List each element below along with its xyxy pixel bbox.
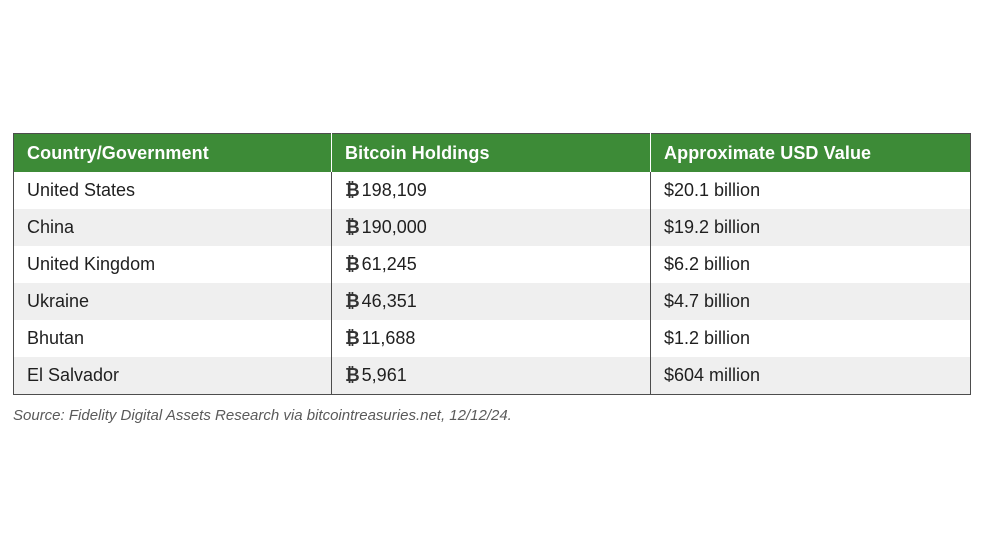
cell-country: Bhutan — [13, 320, 332, 357]
header-row: Country/Government Bitcoin Holdings Appr… — [13, 133, 971, 172]
cell-usd-value: $1.2 billion — [650, 320, 971, 357]
source-note: Source: Fidelity Digital Assets Research… — [13, 407, 512, 424]
cell-bitcoin-holdings: ₿ 5,961 — [331, 357, 651, 395]
header-usd-value: Approximate USD Value — [650, 133, 971, 172]
cell-bitcoin-holdings: ₿ 46,351 — [331, 283, 651, 320]
cell-usd-value: $604 million — [650, 357, 971, 395]
table-header: Country/Government Bitcoin Holdings Appr… — [13, 133, 971, 172]
cell-usd-value: $19.2 billion — [650, 209, 971, 246]
bitcoin-symbol-icon: ₿ — [345, 328, 360, 348]
cell-country: China — [13, 209, 332, 246]
holdings-amount: 190,000 — [361, 217, 427, 237]
bitcoin-holdings-table: Country/Government Bitcoin Holdings Appr… — [13, 133, 971, 395]
table-row: United Kingdom ₿ 61,245 $6.2 billion — [13, 246, 971, 283]
table-row: Bhutan ₿ 11,688 $1.2 billion — [13, 320, 971, 357]
table-row: Ukraine ₿ 46,351 $4.7 billion — [13, 283, 971, 320]
cell-country: United Kingdom — [13, 246, 332, 283]
bitcoin-symbol-icon: ₿ — [345, 254, 360, 274]
cell-usd-value: $20.1 billion — [650, 172, 971, 209]
holdings-amount: 198,109 — [361, 180, 427, 200]
bitcoin-symbol-icon: ₿ — [345, 180, 360, 200]
bitcoin-symbol-icon: ₿ — [345, 217, 360, 237]
table-row: El Salvador ₿ 5,961 $604 million — [13, 357, 971, 395]
bitcoin-symbol-icon: ₿ — [345, 365, 360, 385]
table-row: United States ₿ 198,109 $20.1 billion — [13, 172, 971, 209]
header-country: Country/Government — [13, 133, 332, 172]
holdings-amount: 46,351 — [361, 291, 417, 311]
header-bitcoin-holdings: Bitcoin Holdings — [331, 133, 651, 172]
cell-bitcoin-holdings: ₿ 190,000 — [331, 209, 651, 246]
cell-country: El Salvador — [13, 357, 332, 395]
cell-bitcoin-holdings: ₿ 11,688 — [331, 320, 651, 357]
cell-country: Ukraine — [13, 283, 332, 320]
cell-usd-value: $6.2 billion — [650, 246, 971, 283]
cell-bitcoin-holdings: ₿ 198,109 — [331, 172, 651, 209]
table-row: China ₿ 190,000 $19.2 billion — [13, 209, 971, 246]
holdings-amount: 5,961 — [361, 365, 407, 385]
table-body: United States ₿ 198,109 $20.1 billion China ₿… — [13, 172, 971, 395]
cell-usd-value: $4.7 billion — [650, 283, 971, 320]
cell-bitcoin-holdings: ₿ 61,245 — [331, 246, 651, 283]
bitcoin-symbol-icon: ₿ — [345, 291, 360, 311]
holdings-amount: 11,688 — [361, 328, 416, 348]
holdings-amount: 61,245 — [361, 254, 417, 274]
cell-country: United States — [13, 172, 332, 209]
